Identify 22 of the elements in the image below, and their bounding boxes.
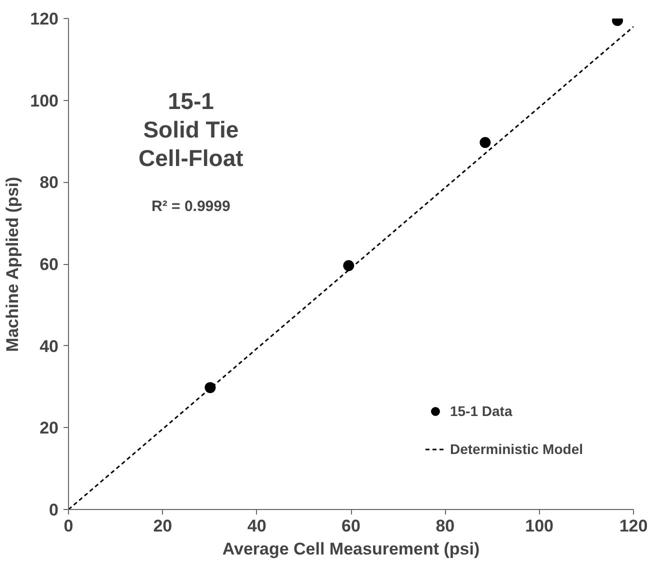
annotation: R² = 0.9999 — [152, 198, 230, 216]
legend-label: 15-1 Data — [450, 403, 512, 419]
text: 15-1 Solid Tie Cell-Float — [138, 88, 244, 172]
point — [343, 260, 354, 272]
point — [480, 136, 491, 148]
x-tick-label: 60 — [342, 516, 360, 536]
y-tick-label: 40 — [40, 336, 59, 356]
y-axis-title: Machine Applied (psi) — [3, 176, 22, 352]
x-tick-label: 20 — [153, 516, 172, 536]
y-tick-label: 80 — [40, 173, 59, 192]
x-axis-title: Average Cell Measurement (psi) — [222, 540, 480, 558]
y-tick-label: 120 — [30, 10, 59, 28]
x-tick-label: 40 — [247, 516, 266, 536]
y-tick-label: 100 — [30, 91, 59, 110]
x-tick-label: 100 — [525, 516, 554, 536]
y-tick-label: 60 — [40, 255, 59, 274]
y-tick-label: 20 — [40, 418, 59, 438]
y-tick-label: 0 — [49, 500, 59, 520]
x-tick-label: 120 — [619, 516, 648, 536]
x-tick-label: 80 — [436, 516, 455, 536]
x-tick-label: 0 — [64, 516, 74, 536]
legend-label: Deterministic Model — [450, 441, 583, 457]
